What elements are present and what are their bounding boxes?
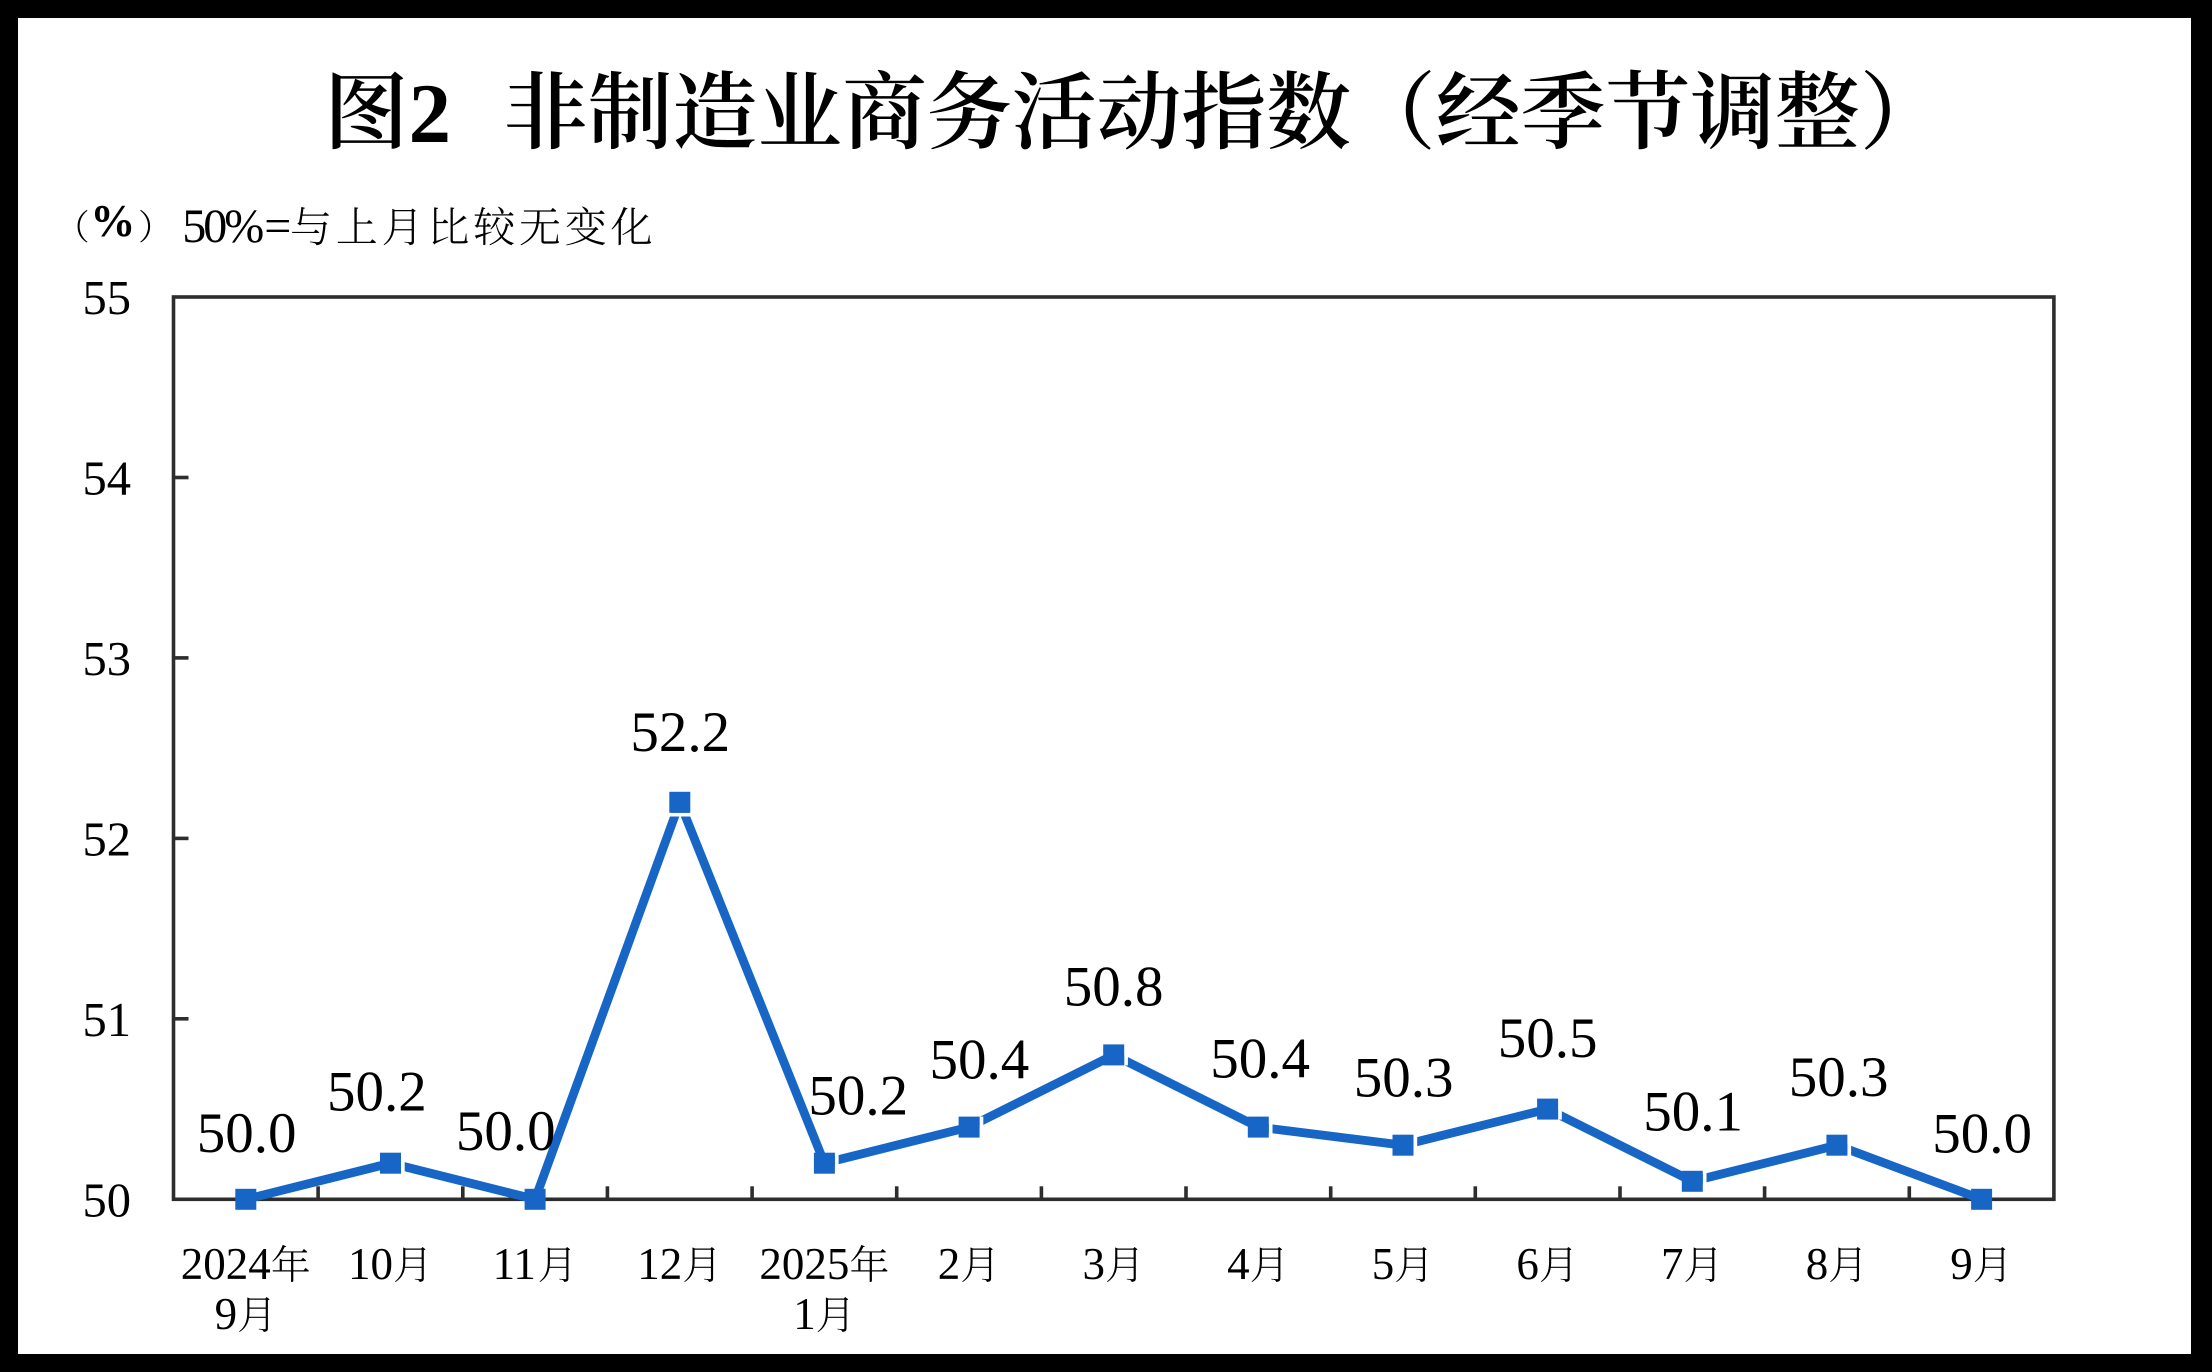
svg-text:50.4: 50.4 <box>930 1029 1030 1092</box>
svg-text:2: 2 <box>938 1239 961 1289</box>
svg-text:52: 52 <box>83 813 132 866</box>
svg-text:52.2: 52.2 <box>630 701 730 764</box>
svg-text:53: 53 <box>83 633 132 686</box>
svg-text:%: % <box>224 200 264 253</box>
svg-text:1: 1 <box>793 1289 816 1339</box>
svg-text:%: % <box>90 196 135 246</box>
svg-text:9: 9 <box>215 1289 238 1339</box>
svg-text:55: 55 <box>83 272 132 325</box>
svg-text:50.2: 50.2 <box>327 1061 427 1124</box>
svg-text:2025: 2025 <box>759 1239 849 1289</box>
svg-text:50.8: 50.8 <box>1064 956 1164 1019</box>
svg-text:50: 50 <box>182 200 226 253</box>
svg-text:50.3: 50.3 <box>1789 1046 1889 1109</box>
svg-text:7: 7 <box>1661 1239 1684 1289</box>
svg-text:50.4: 50.4 <box>1210 1028 1310 1091</box>
svg-text:2024: 2024 <box>181 1239 271 1289</box>
svg-text:50.3: 50.3 <box>1354 1046 1454 1109</box>
svg-text:11: 11 <box>493 1239 536 1289</box>
svg-text:50.0: 50.0 <box>197 1102 297 1165</box>
svg-text:50.0: 50.0 <box>1932 1102 2032 1165</box>
svg-text:50.2: 50.2 <box>808 1064 908 1127</box>
svg-text:=: = <box>264 200 291 253</box>
svg-text:2: 2 <box>409 67 451 161</box>
svg-text:10: 10 <box>348 1239 393 1289</box>
svg-text:9: 9 <box>1950 1239 1973 1289</box>
svg-text:51: 51 <box>83 994 132 1047</box>
svg-text:50.1: 50.1 <box>1643 1081 1743 1144</box>
svg-text:50.5: 50.5 <box>1498 1007 1598 1070</box>
svg-text:8: 8 <box>1806 1239 1829 1289</box>
svg-text:50.0: 50.0 <box>456 1100 556 1163</box>
svg-text:50: 50 <box>83 1174 132 1227</box>
svg-text:12: 12 <box>637 1239 682 1289</box>
svg-text:3: 3 <box>1083 1239 1106 1289</box>
svg-text:6: 6 <box>1516 1239 1539 1289</box>
svg-text:4: 4 <box>1227 1239 1250 1289</box>
svg-text:5: 5 <box>1372 1239 1395 1289</box>
svg-text:54: 54 <box>83 453 132 506</box>
